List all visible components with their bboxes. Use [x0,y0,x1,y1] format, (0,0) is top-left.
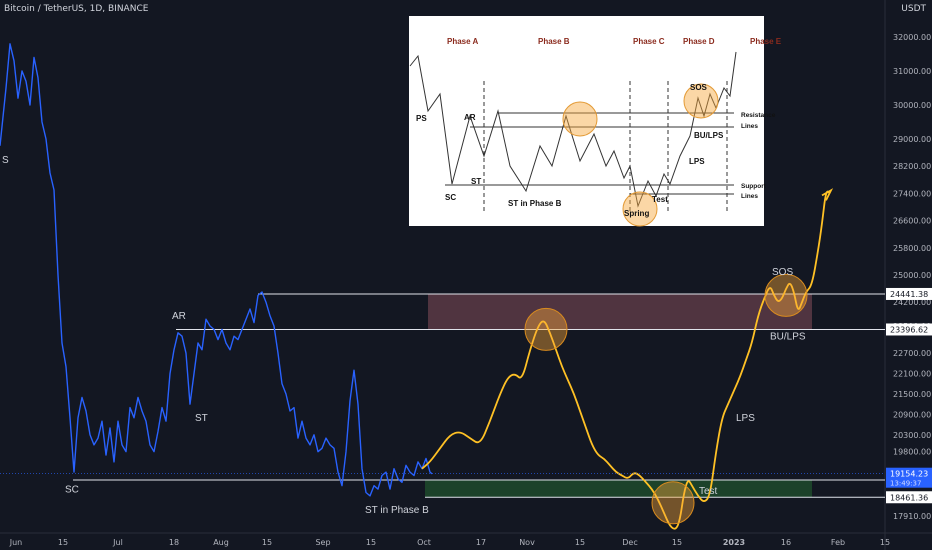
y-tick-label: 20900.00 [893,410,931,419]
x-tick-label: 15 [58,538,68,547]
inset-highlight-circle [562,101,598,137]
annotation-label: ST [195,413,208,424]
current-price-label: 19154.23 [890,470,928,479]
inset-label: Test [652,195,668,204]
x-tick-label: Nov [519,538,535,547]
annotation-label: SC [65,485,79,496]
inset-label: ST [471,177,481,186]
inset-phase-label: Phase E [750,37,782,46]
inset-label: Support [741,183,767,190]
x-tick-label: Sep [315,538,330,547]
x-tick-label: 17 [476,538,486,547]
level-tag-label: 23396.62 [890,325,928,334]
level-tag [886,287,932,300]
inset-label: Lines [741,193,758,200]
inset-label: AR [464,113,476,122]
x-tick-label: 15 [575,538,585,547]
annotation-label: ST in Phase B [365,505,429,516]
annotation-label: BU/LPS [770,332,806,343]
y-tick-label: 25800.00 [893,244,931,253]
y-tick-label: 19800.00 [893,448,931,457]
x-tick-label: 2023 [723,538,745,547]
inset-label: PS [416,114,427,123]
y-tick-label: 22700.00 [893,349,931,358]
x-tick-label: 18 [169,538,179,547]
y-tick-label: 26600.00 [893,217,931,226]
annotation-label: Test [699,486,718,497]
highlight-circle [524,307,568,351]
chart-title: Bitcoin / TetherUS, 1D, BINANCE [4,4,149,14]
y-tick-label: 30000.00 [893,101,931,110]
inset-label: SC [445,193,456,202]
y-tick-label: 25000.00 [893,271,931,280]
y-tick-label: 24200.00 [893,298,931,307]
inset-phase-label: Phase B [538,37,570,46]
inset-label: LPS [689,157,705,166]
inset-label: ST in Phase B [508,199,562,208]
inset-highlight-circle [622,191,658,227]
y-tick-label: 28200.00 [893,162,931,171]
x-tick-label: Feb [831,538,845,547]
inset-label: Spring [624,209,649,218]
x-tick-label: Aug [213,538,229,547]
y-tick-label: 17910.00 [893,512,931,521]
projection-path [421,190,831,530]
y-tick-label: 21500.00 [893,390,931,399]
x-tick-label: 16 [781,538,791,547]
y-tick-label: 32000.00 [893,33,931,42]
x-tick-label: Jul [112,538,123,547]
x-tick-label: 15 [262,538,272,547]
y-tick-label: 27400.00 [893,189,931,198]
price-series-line [0,43,433,497]
current-price-countdown: 13:49:37 [890,480,921,488]
level-tag-label: 24441.38 [890,290,928,299]
resistance-zone [428,293,812,330]
inset-label: Resistance [741,112,776,119]
inset-label: BU/LPS [694,131,724,140]
inset-schematic-path [409,51,737,208]
y-tick-label: 20300.00 [893,431,931,440]
support-zone [425,479,812,498]
x-tick-label: Jun [9,538,23,547]
level-tag-label: 18461.36 [890,493,928,502]
projection-arrowhead [821,188,834,201]
annotation-label: LPS [736,413,755,424]
x-tick-label: 15 [366,538,376,547]
y-tick-label: 29000.00 [893,135,931,144]
current-price-tag [886,467,932,488]
annotation-label: S [2,155,9,166]
inset-highlight-circle [683,83,719,119]
inset-phase-label: Phase D [683,37,715,46]
y-tick-label: 22100.00 [893,370,931,379]
y-tick-label: 31000.00 [893,67,931,76]
inset-phase-label: Phase A [447,37,478,46]
annotation-label: SOS [772,267,793,278]
x-tick-label: Dec [622,538,637,547]
highlight-circle [764,273,808,317]
x-tick-label: 15 [880,538,890,547]
inset-phase-label: Phase C [633,37,665,46]
inset-label: Lines [741,123,758,130]
inset-label: SOS [690,83,708,92]
currency-label: USDT [901,4,926,14]
x-tick-label: 15 [672,538,682,547]
x-tick-label: Oct [417,538,431,547]
highlight-circle [651,481,695,525]
level-tag [886,323,932,336]
level-tag [886,491,932,504]
annotation-label: AR [172,311,186,322]
